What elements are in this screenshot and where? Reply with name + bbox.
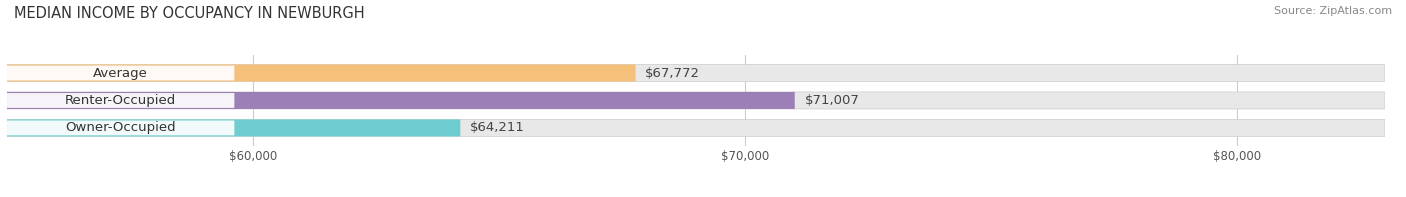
Text: Source: ZipAtlas.com: Source: ZipAtlas.com <box>1274 6 1392 16</box>
Text: $71,007: $71,007 <box>804 94 859 107</box>
FancyBboxPatch shape <box>7 93 235 108</box>
Text: Owner-Occupied: Owner-Occupied <box>66 121 176 134</box>
Text: $64,211: $64,211 <box>470 121 524 134</box>
FancyBboxPatch shape <box>7 121 235 135</box>
Text: MEDIAN INCOME BY OCCUPANCY IN NEWBURGH: MEDIAN INCOME BY OCCUPANCY IN NEWBURGH <box>14 6 364 21</box>
FancyBboxPatch shape <box>7 66 235 80</box>
FancyBboxPatch shape <box>7 119 1385 137</box>
Text: Average: Average <box>93 67 148 80</box>
Text: $67,772: $67,772 <box>645 67 700 80</box>
FancyBboxPatch shape <box>7 119 460 137</box>
FancyBboxPatch shape <box>7 64 1385 82</box>
FancyBboxPatch shape <box>7 92 1385 109</box>
Text: Renter-Occupied: Renter-Occupied <box>65 94 176 107</box>
FancyBboxPatch shape <box>7 64 636 82</box>
FancyBboxPatch shape <box>7 92 794 109</box>
